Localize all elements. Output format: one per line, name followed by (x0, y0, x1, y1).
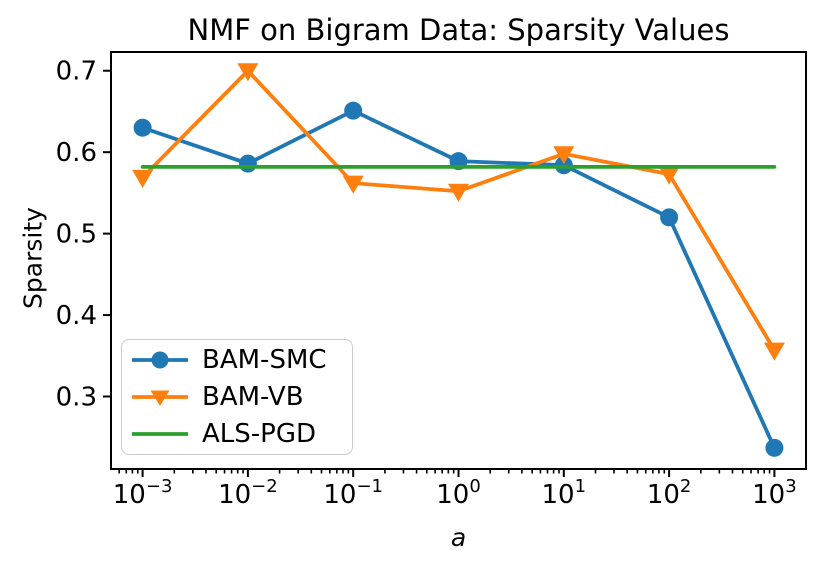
x-axis-tick-label: 101 (542, 476, 587, 510)
chart-title: NMF on Bigram Data: Sparsity Values (187, 13, 730, 47)
legend-item-als-pgd: ALS-PGD (131, 417, 352, 451)
marker-triangle-bam-vb (553, 146, 575, 165)
legend-label-bam-smc: BAM-SMC (202, 345, 327, 375)
marker-triangle-bam-vb (658, 166, 680, 185)
legend-label-bam-vb: BAM-VB (202, 382, 304, 412)
y-axis-label: Sparsity (18, 207, 48, 309)
x-axis-tick-label: 10−1 (323, 476, 383, 510)
marker-triangle-bam-vb (763, 342, 785, 361)
y-axis-tick-label: 0.4 (56, 301, 97, 331)
marker-circle-bam-smc (238, 154, 257, 173)
x-axis-tick-label: 10−2 (218, 476, 278, 510)
legend-marker-bam-smc (151, 351, 169, 369)
y-axis-tick-label: 0.5 (56, 220, 97, 250)
marker-circle-bam-smc (344, 101, 363, 120)
x-axis-label: a (450, 523, 467, 552)
legend-label-als-pgd: ALS-PGD (202, 419, 317, 449)
legend-item-bam-smc: BAM-SMC (131, 343, 352, 377)
marker-circle-bam-smc (765, 438, 784, 457)
x-axis-tick-label: 100 (436, 476, 481, 510)
legend-sample-bam-smc (132, 351, 188, 369)
y-axis-tick-label: 0.6 (56, 138, 97, 168)
legend-sample-als-pgd (132, 432, 188, 436)
x-axis-tick-label: 102 (647, 476, 692, 510)
series-line-bam-vb (140, 68, 777, 352)
marker-triangle-bam-vb (237, 63, 259, 82)
legend-item-bam-vb: BAM-VB (131, 380, 352, 414)
marker-circle-bam-smc (133, 118, 152, 137)
legend-marker-bam-vb (150, 390, 170, 406)
y-axis-tick-label: 0.7 (56, 57, 97, 87)
legend: BAM-SMC BAM-VB ALS-PGD (121, 339, 353, 455)
marker-triangle-bam-vb (132, 169, 154, 188)
marker-circle-bam-smc (660, 208, 679, 227)
marker-triangle-bam-vb (448, 183, 469, 202)
marker-triangle-bam-vb (342, 175, 364, 194)
y-axis-tick-label: 0.3 (56, 383, 97, 413)
legend-sample-bam-vb (132, 390, 188, 406)
axes-frame (110, 51, 807, 470)
x-axis-tick-label: 103 (752, 476, 797, 510)
x-axis-tick-label: 10−3 (113, 476, 173, 510)
